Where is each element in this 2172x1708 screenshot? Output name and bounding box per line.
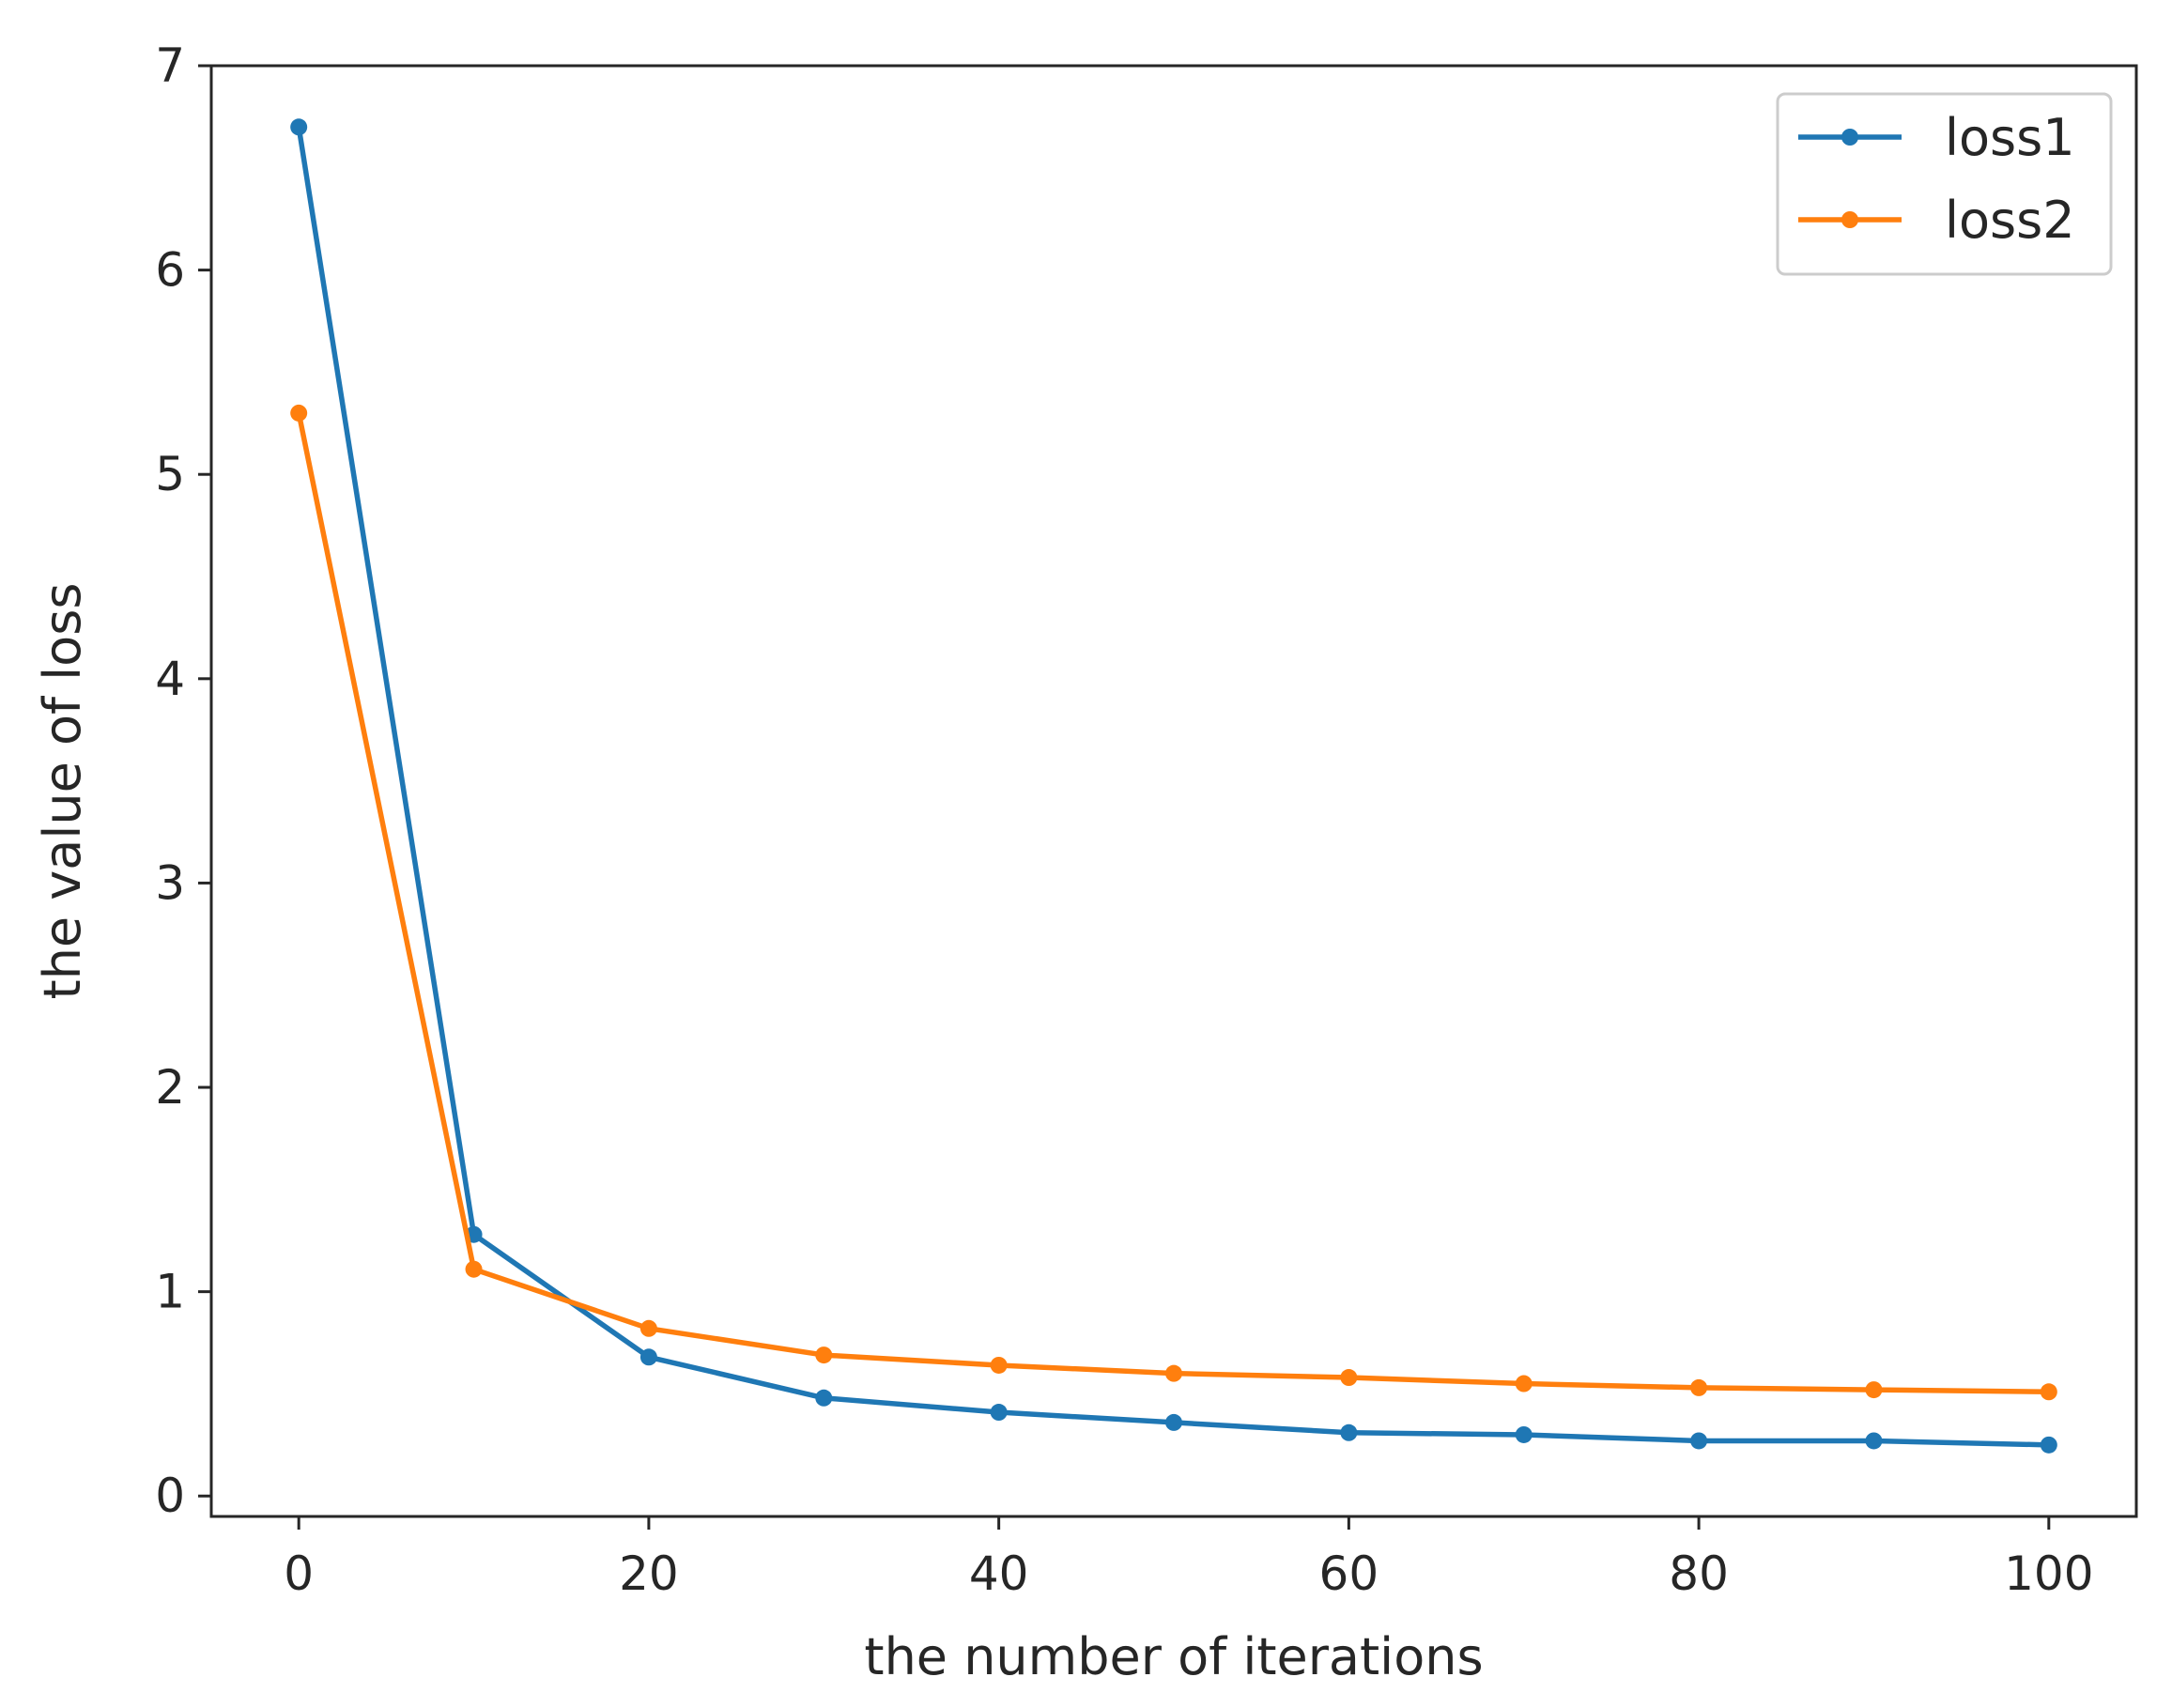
data-point-loss1 bbox=[2040, 1436, 2057, 1454]
y-tick-label: 7 bbox=[155, 38, 185, 93]
x-axis-ticks: 0 20 40 60 80 100 bbox=[284, 1516, 2094, 1601]
data-point-loss2 bbox=[290, 404, 308, 422]
data-point-loss1 bbox=[990, 1404, 1008, 1422]
x-tick-label: 80 bbox=[1669, 1546, 1729, 1601]
x-tick-label: 0 bbox=[284, 1546, 314, 1601]
data-point-loss2 bbox=[1340, 1369, 1358, 1387]
data-point-loss2 bbox=[990, 1356, 1008, 1374]
y-tick-label: 0 bbox=[155, 1469, 185, 1523]
data-point-loss1 bbox=[1690, 1432, 1708, 1450]
x-tick-label: 40 bbox=[969, 1546, 1029, 1601]
data-point-loss2 bbox=[1865, 1381, 1883, 1399]
series-layer bbox=[290, 118, 2057, 1454]
data-point-loss1 bbox=[1165, 1413, 1182, 1431]
y-tick-label: 3 bbox=[155, 855, 185, 910]
x-tick-label: 100 bbox=[2004, 1546, 2093, 1601]
data-point-loss1 bbox=[1340, 1423, 1358, 1441]
data-point-loss1 bbox=[1515, 1425, 1533, 1443]
data-point-loss1 bbox=[1865, 1432, 1883, 1450]
legend-item-loss2: loss2 bbox=[1798, 191, 2075, 250]
data-point-loss2 bbox=[2040, 1383, 2057, 1401]
series-line-loss1 bbox=[296, 124, 2052, 1448]
y-tick-label: 1 bbox=[155, 1265, 185, 1319]
data-point-loss2 bbox=[639, 1319, 657, 1337]
data-point-loss1 bbox=[290, 118, 308, 136]
x-tick-label: 20 bbox=[619, 1546, 679, 1601]
data-point-loss1 bbox=[815, 1389, 833, 1407]
data-point-loss2 bbox=[1165, 1364, 1182, 1382]
legend-label: loss1 bbox=[1945, 108, 2075, 167]
series-loss2 bbox=[290, 404, 2057, 1401]
y-tick-label: 5 bbox=[155, 447, 185, 501]
data-point-loss2 bbox=[1515, 1375, 1533, 1393]
series-loss1 bbox=[290, 118, 2057, 1454]
y-tick-label: 6 bbox=[155, 243, 185, 298]
legend-item-loss1: loss1 bbox=[1798, 108, 2075, 167]
legend-label: loss2 bbox=[1945, 191, 2075, 250]
x-tick-label: 60 bbox=[1319, 1546, 1379, 1601]
data-point-loss2 bbox=[815, 1346, 833, 1364]
x-axis-label: the number of iterations bbox=[864, 1627, 1483, 1686]
series-line-loss2 bbox=[296, 410, 2052, 1395]
data-point-loss2 bbox=[465, 1260, 483, 1278]
legend-swatch-marker bbox=[1841, 211, 1858, 228]
y-tick-label: 4 bbox=[155, 652, 185, 706]
data-point-loss2 bbox=[1690, 1378, 1708, 1396]
legend-swatch-marker bbox=[1841, 129, 1858, 146]
y-axis-label: the value of loss bbox=[33, 583, 92, 1000]
data-point-loss1 bbox=[639, 1348, 657, 1366]
plot-frame bbox=[209, 64, 2138, 1518]
y-tick-label: 2 bbox=[155, 1060, 185, 1115]
legend: loss1 loss2 bbox=[1776, 92, 2113, 276]
y-axis-ticks: 0 1 2 3 4 5 6 7 bbox=[155, 38, 211, 1523]
